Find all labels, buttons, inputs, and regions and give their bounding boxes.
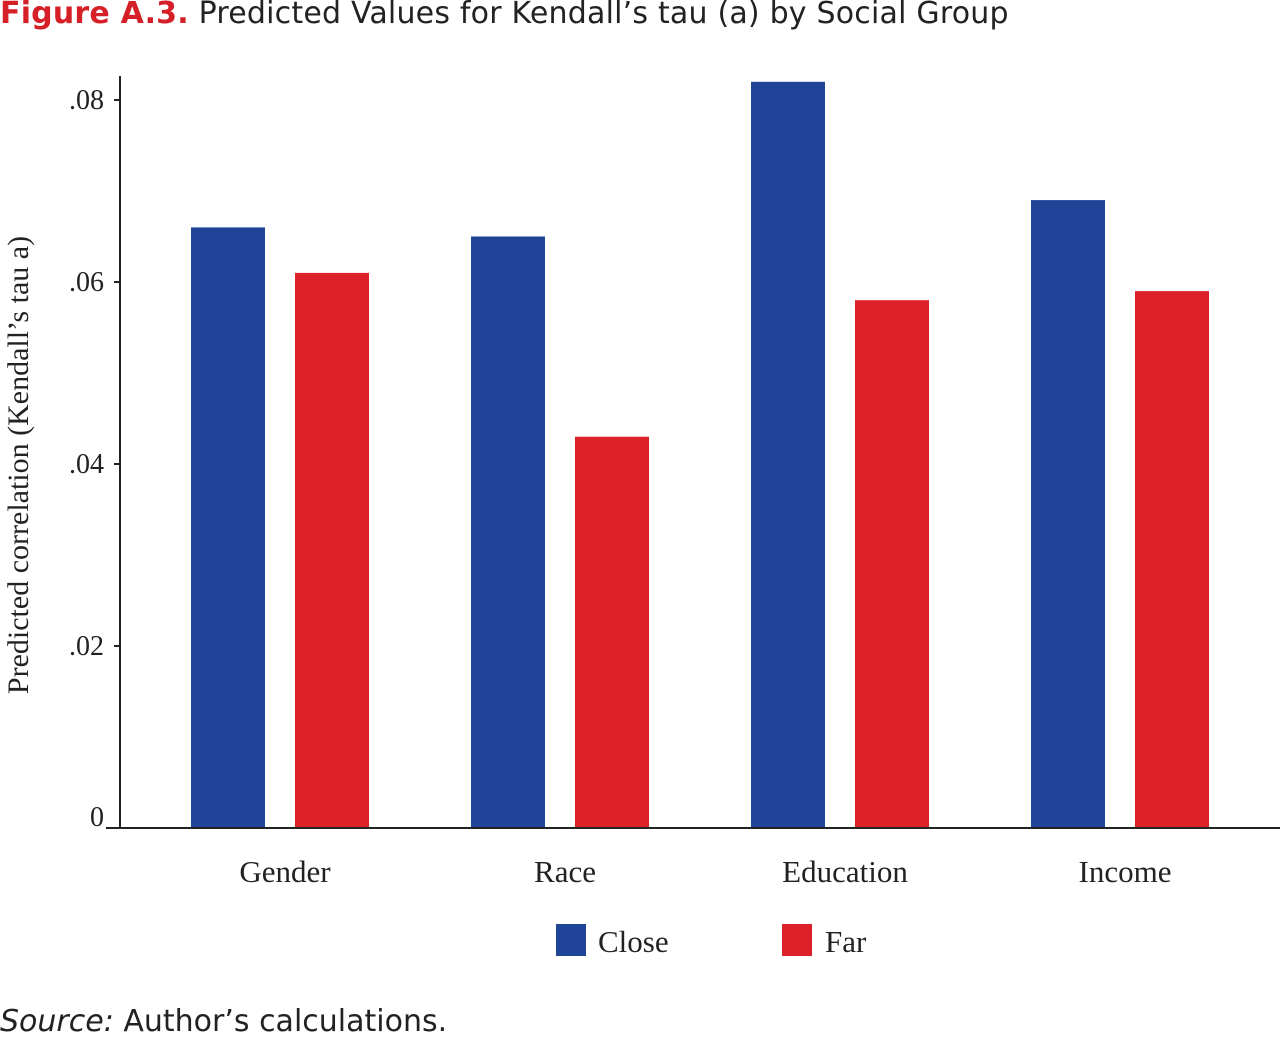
y-tick-label: .08 (69, 85, 104, 116)
axes (106, 76, 1280, 829)
bar-chart: Predicted correlation (Kendall’s tau a) … (2, 76, 1280, 959)
source-label: Source: (0, 1004, 114, 1039)
y-axis-title-group: Predicted correlation (Kendall’s tau a) (2, 236, 35, 694)
legend-swatch-close (556, 924, 586, 956)
figure-title: Figure A.3. Predicted Values for Kendall… (0, 0, 1009, 36)
source-text: Author’s calculations. (123, 1004, 448, 1039)
y-tick-label: .02 (69, 631, 104, 662)
y-tick-label: 0 (90, 802, 104, 833)
bar-far-education (855, 300, 929, 828)
figure-title-text: Predicted Values for Kendall’s tau (a) b… (198, 0, 1009, 31)
bar-close-gender (191, 227, 265, 828)
y-tick-label: .04 (69, 449, 104, 480)
y-axis-title: Predicted correlation (Kendall’s tau a) (2, 236, 35, 694)
x-tick-label-gender: Gender (239, 854, 331, 889)
legend-swatch-far (782, 924, 812, 956)
bars (191, 81, 1209, 829)
bar-far-gender (295, 272, 369, 828)
bar-close-income (1031, 200, 1105, 829)
bar-close-education (751, 81, 825, 829)
legend: Close Far (556, 924, 867, 959)
x-tick-label-income: Income (1079, 854, 1172, 889)
bar-far-race (575, 436, 649, 828)
legend-label-far: Far (825, 924, 867, 959)
figure-label: Figure A.3. (0, 0, 189, 31)
x-axis-tick-labels: Gender Race Education Income (239, 854, 1171, 889)
legend-label-close: Close (598, 924, 669, 959)
x-tick-label-education: Education (782, 854, 908, 889)
y-axis-ticks: 0 .02 .04 .06 .08 (69, 85, 120, 833)
y-tick-label: .06 (69, 267, 104, 298)
bar-close-race (471, 236, 545, 828)
bar-far-income (1135, 291, 1209, 829)
source-note: Source: Author’s calculations. (0, 1000, 447, 1044)
x-tick-label-race: Race (534, 854, 596, 889)
